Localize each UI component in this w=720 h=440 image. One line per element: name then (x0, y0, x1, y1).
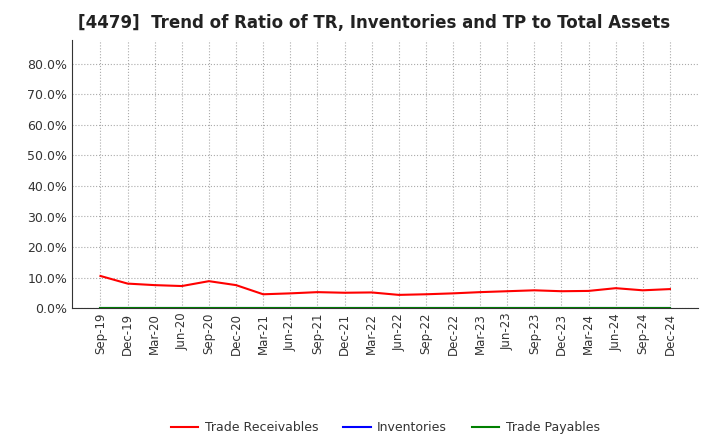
Trade Receivables (367, 290, 376, 295)
Trade Payables (665, 305, 674, 311)
Inventories (557, 305, 566, 311)
Inventories (286, 305, 294, 311)
Inventories (421, 305, 430, 311)
Trade Payables (259, 305, 268, 311)
Trade Payables (557, 305, 566, 311)
Inventories (150, 305, 159, 311)
Legend: Trade Receivables, Inventories, Trade Payables: Trade Receivables, Inventories, Trade Pa… (166, 416, 605, 439)
Trade Receivables (476, 290, 485, 295)
Text: [4479]  Trend of Ratio of TR, Inventories and TP to Total Assets: [4479] Trend of Ratio of TR, Inventories… (78, 15, 670, 33)
Trade Payables (367, 305, 376, 311)
Trade Receivables (204, 279, 213, 284)
Line: Trade Receivables: Trade Receivables (101, 276, 670, 295)
Inventories (503, 305, 511, 311)
Trade Payables (96, 305, 105, 311)
Trade Receivables (313, 290, 322, 295)
Inventories (123, 305, 132, 311)
Trade Receivables (341, 290, 349, 295)
Trade Payables (584, 305, 593, 311)
Trade Receivables (150, 282, 159, 288)
Inventories (232, 305, 240, 311)
Trade Payables (421, 305, 430, 311)
Trade Payables (530, 305, 539, 311)
Inventories (204, 305, 213, 311)
Trade Receivables (286, 291, 294, 296)
Trade Payables (178, 305, 186, 311)
Trade Receivables (611, 286, 620, 291)
Trade Receivables (421, 292, 430, 297)
Trade Receivables (665, 286, 674, 292)
Trade Receivables (584, 288, 593, 293)
Trade Payables (449, 305, 457, 311)
Trade Payables (341, 305, 349, 311)
Trade Payables (395, 305, 403, 311)
Inventories (313, 305, 322, 311)
Trade Payables (503, 305, 511, 311)
Trade Receivables (503, 289, 511, 294)
Trade Receivables (530, 288, 539, 293)
Inventories (530, 305, 539, 311)
Inventories (178, 305, 186, 311)
Trade Receivables (123, 281, 132, 286)
Inventories (611, 305, 620, 311)
Trade Receivables (178, 283, 186, 289)
Trade Receivables (96, 273, 105, 279)
Trade Payables (123, 305, 132, 311)
Trade Payables (204, 305, 213, 311)
Trade Receivables (232, 282, 240, 288)
Trade Payables (639, 305, 647, 311)
Inventories (259, 305, 268, 311)
Trade Payables (150, 305, 159, 311)
Inventories (584, 305, 593, 311)
Inventories (476, 305, 485, 311)
Inventories (639, 305, 647, 311)
Trade Payables (476, 305, 485, 311)
Trade Receivables (395, 292, 403, 297)
Inventories (341, 305, 349, 311)
Trade Receivables (557, 289, 566, 294)
Trade Payables (232, 305, 240, 311)
Trade Receivables (449, 291, 457, 296)
Inventories (96, 305, 105, 311)
Inventories (395, 305, 403, 311)
Trade Payables (313, 305, 322, 311)
Trade Receivables (259, 292, 268, 297)
Inventories (367, 305, 376, 311)
Trade Payables (611, 305, 620, 311)
Inventories (449, 305, 457, 311)
Trade Payables (286, 305, 294, 311)
Trade Receivables (639, 288, 647, 293)
Inventories (665, 305, 674, 311)
